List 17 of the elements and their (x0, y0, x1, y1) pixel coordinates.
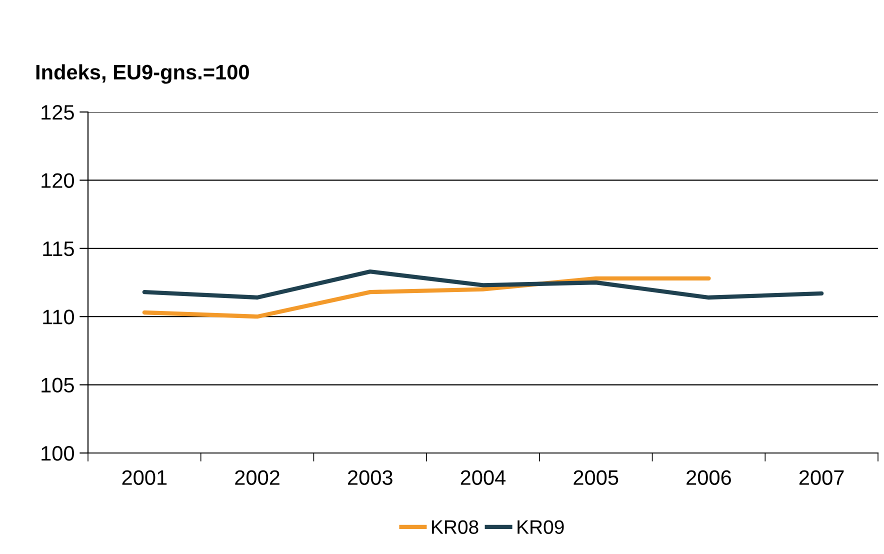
line-series (142, 270, 824, 300)
x-tick-label: 2002 (235, 470, 280, 485)
y-tick-label: 100 (42, 446, 74, 461)
x-tick-label: 2006 (686, 470, 731, 485)
x-tick-label: 2007 (799, 470, 844, 485)
y-tick-label: 125 (42, 105, 74, 120)
y-tick-label: 120 (42, 173, 74, 188)
y-tick-label: 105 (42, 378, 74, 393)
legend-label: KR08 (432, 520, 478, 534)
y-tick-label: 110 (43, 310, 74, 324)
x-tick-label: 2004 (460, 470, 506, 485)
y-axis-title: Indeks, EU9-gns.=100 (36, 64, 249, 84)
x-tick-label: 2005 (574, 470, 618, 485)
y-tick-label: 115 (43, 242, 74, 256)
x-tick-label: 2003 (348, 470, 392, 485)
x-tick-label: 2001 (122, 470, 167, 485)
legend-label: KR09 (518, 520, 564, 534)
